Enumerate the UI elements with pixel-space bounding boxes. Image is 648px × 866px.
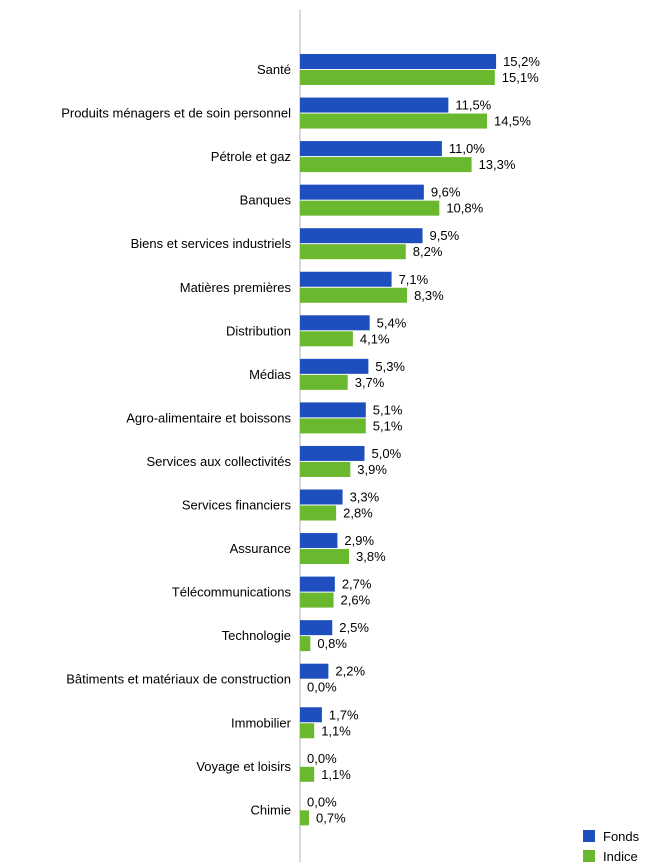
bar-fonds: [300, 620, 333, 636]
bar-fonds: [300, 315, 370, 331]
category-label: Produits ménagers et de soin personnel: [61, 106, 291, 121]
bar-fonds: [300, 533, 338, 549]
bar-indice: [300, 636, 311, 652]
bar-fonds: [300, 54, 497, 69]
bar-fonds: [300, 271, 392, 287]
bar-fonds: [300, 445, 365, 461]
value-label-fonds: 9,5%: [430, 228, 460, 243]
category-label: Matières premières: [180, 280, 292, 295]
bar-indice: [300, 592, 334, 608]
value-label-fonds: 5,0%: [372, 446, 402, 461]
category-label: Santé: [257, 62, 291, 77]
bar-fonds: [300, 663, 329, 679]
value-label-indice: 8,2%: [413, 244, 443, 259]
value-label-indice: 0,8%: [317, 636, 347, 651]
bar-fonds: [300, 141, 442, 157]
bar-indice: [300, 374, 348, 390]
legend-swatch-indice: [583, 850, 595, 862]
bar-fonds: [300, 97, 449, 113]
bar-indice: [300, 549, 350, 565]
value-label-indice: 3,7%: [355, 375, 385, 390]
value-label-fonds: 3,3%: [350, 490, 380, 505]
value-label-indice: 3,8%: [356, 549, 386, 564]
value-label-indice: 0,0%: [307, 680, 337, 695]
bar-indice: [300, 287, 408, 303]
value-label-indice: 13,3%: [479, 157, 516, 172]
bar-indice: [300, 418, 366, 434]
category-label: Médias: [249, 367, 291, 382]
category-label: Chimie: [251, 802, 291, 817]
bar-fonds: [300, 184, 424, 200]
value-label-fonds: 11,0%: [449, 141, 485, 156]
bar-fonds: [300, 707, 322, 723]
value-label-fonds: 15,2%: [503, 54, 540, 69]
bar-fonds: [300, 358, 369, 374]
category-label: Banques: [240, 193, 292, 208]
bar-fonds: [300, 489, 343, 505]
value-label-fonds: 2,9%: [344, 533, 374, 548]
bar-indice: [300, 723, 315, 739]
bar-indice: [300, 331, 353, 347]
value-label-indice: 3,9%: [357, 462, 387, 477]
value-label-fonds: 7,1%: [399, 272, 429, 287]
bar-indice: [300, 505, 337, 521]
category-label: Bâtiments et matériaux de construction: [66, 672, 291, 687]
legend-item-indice: Indice: [583, 846, 639, 866]
bar-fonds: [300, 228, 423, 244]
bar-indice: [300, 461, 351, 477]
bar-indice: [300, 810, 310, 826]
value-label-fonds: 11,5%: [455, 98, 491, 113]
value-label-fonds: 9,6%: [431, 185, 461, 200]
value-label-fonds: 5,1%: [373, 402, 403, 417]
value-label-indice: 1,1%: [321, 767, 351, 782]
legend-label-fonds: Fonds: [603, 828, 640, 844]
value-label-fonds: 0,0%: [307, 751, 337, 766]
bar-indice: [300, 766, 315, 782]
category-label: Télécommunications: [172, 585, 292, 600]
category-label: Biens et services industriels: [131, 236, 292, 251]
value-label-indice: 10,8%: [446, 201, 483, 216]
value-label-fonds: 0,0%: [307, 794, 337, 809]
value-label-indice: 2,6%: [341, 593, 371, 608]
value-label-indice: 2,8%: [343, 506, 373, 521]
value-label-fonds: 2,5%: [339, 620, 369, 635]
legend-item-fonds: Fonds: [583, 826, 639, 846]
value-label-fonds: 1,7%: [329, 707, 359, 722]
legend: Fonds Indice: [583, 826, 639, 866]
value-label-indice: 1,1%: [321, 723, 351, 738]
bar-fonds: [300, 402, 366, 418]
bar-indice: [300, 200, 440, 216]
bar-indice: [300, 113, 488, 129]
bar-fonds: [300, 576, 335, 592]
category-label: Voyage et loisirs: [196, 759, 291, 774]
value-label-indice: 4,1%: [360, 331, 390, 346]
category-label: Technologie: [222, 628, 291, 643]
bar-indice: [300, 157, 472, 173]
value-label-indice: 15,1%: [502, 70, 539, 85]
value-label-fonds: 2,7%: [342, 577, 372, 592]
value-label-indice: 14,5%: [494, 114, 531, 129]
category-label: Pétrole et gaz: [211, 149, 291, 164]
category-label: Services aux collectivités: [147, 454, 292, 469]
value-label-fonds: 5,4%: [377, 315, 407, 330]
category-label: Assurance: [230, 541, 291, 556]
bar-indice: [300, 244, 406, 260]
legend-swatch-fonds: [583, 830, 595, 842]
value-label-fonds: 2,2%: [335, 664, 365, 679]
legend-label-indice: Indice: [603, 848, 638, 864]
category-label: Agro-alimentaire et boissons: [126, 410, 291, 425]
category-label: Immobilier: [231, 715, 292, 730]
category-label: Distribution: [226, 323, 291, 338]
value-label-fonds: 5,3%: [375, 359, 405, 374]
value-label-indice: 5,1%: [373, 418, 403, 433]
category-label: Services financiers: [182, 498, 292, 513]
value-label-indice: 8,3%: [414, 288, 444, 303]
bar-indice: [300, 70, 495, 85]
value-label-indice: 0,7%: [316, 810, 346, 825]
